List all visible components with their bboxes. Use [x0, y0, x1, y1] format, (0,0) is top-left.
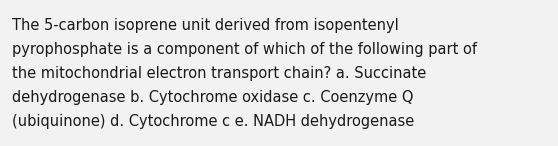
Text: The 5-carbon isoprene unit derived from isopentenyl: The 5-carbon isoprene unit derived from … [12, 18, 399, 33]
Text: (ubiquinone) d. Cytochrome c e. NADH dehydrogenase: (ubiquinone) d. Cytochrome c e. NADH deh… [12, 114, 414, 129]
Text: the mitochondrial electron transport chain? a. Succinate: the mitochondrial electron transport cha… [12, 66, 426, 81]
Text: pyrophosphate is a component of which of the following part of: pyrophosphate is a component of which of… [12, 42, 477, 57]
Text: dehydrogenase b. Cytochrome oxidase c. Coenzyme Q: dehydrogenase b. Cytochrome oxidase c. C… [12, 90, 413, 105]
